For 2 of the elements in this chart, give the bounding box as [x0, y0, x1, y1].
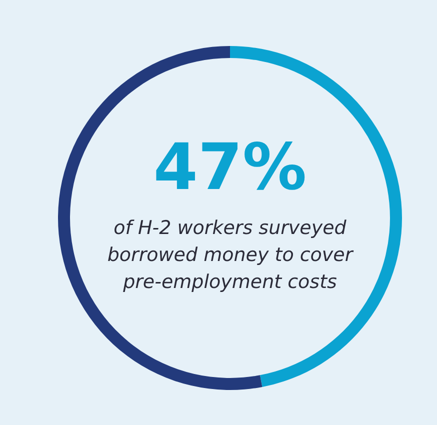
text: of H-2 workers surveyed borrowed money to cover pre-employment costs [107, 217, 354, 293]
data-label: 47% [153, 131, 307, 205]
